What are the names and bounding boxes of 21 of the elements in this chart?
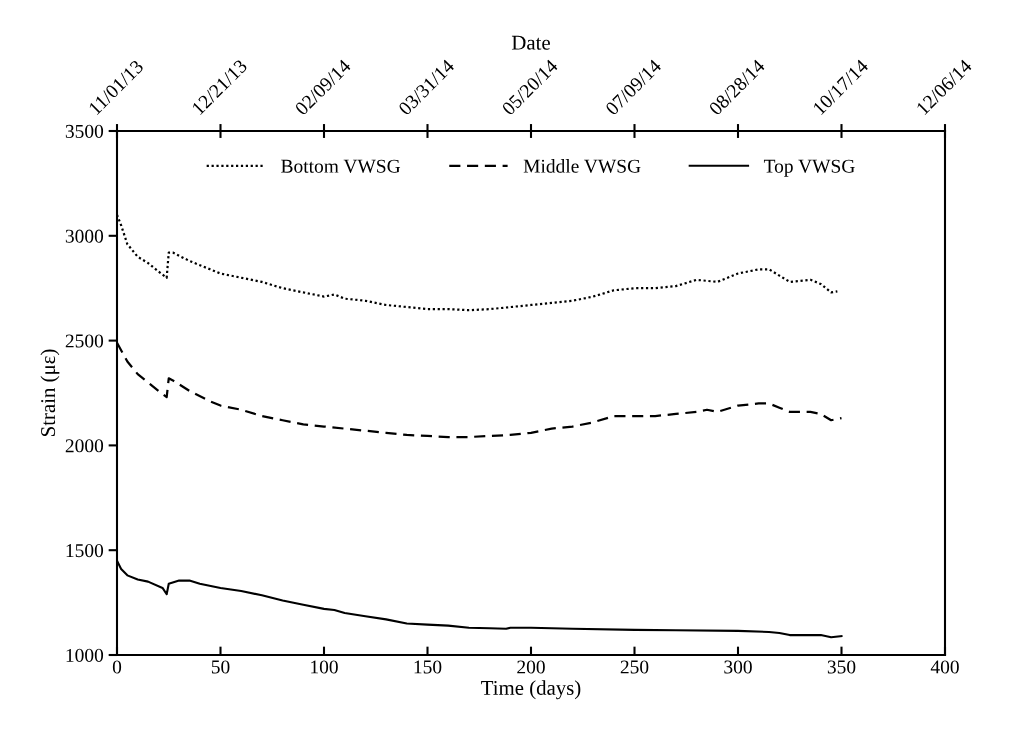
x-tick-label: 250 — [620, 660, 649, 674]
legend-label: Bottom VWSG — [281, 159, 401, 173]
x-tick-label: 0 — [112, 660, 122, 674]
x-tick-label: 50 — [211, 660, 230, 674]
y-tick-label: 3000 — [65, 229, 104, 243]
y-axis-title: Strain (με) — [40, 349, 60, 436]
x-tick-label: 200 — [517, 660, 545, 674]
legend-label: Top VWSG — [763, 159, 855, 177]
y-tick-label: 1500 — [66, 544, 104, 558]
x-tick-label: 400 — [930, 660, 959, 674]
x-tick-label: 350 — [827, 660, 856, 674]
y-tick-label: 1000 — [66, 648, 104, 662]
y-tick-label: 3500 — [65, 124, 104, 138]
x-axis-title: Time (days) — [481, 680, 581, 700]
x-tick-label: 100 — [311, 660, 338, 674]
y-tick-label: 2500 — [65, 334, 104, 348]
x-tick-label: 150 — [414, 660, 442, 674]
x-tick-label: 300 — [724, 660, 752, 674]
y-tick-label: 2000 — [65, 439, 104, 453]
legend-label: Middle VWSG — [523, 159, 641, 173]
x2-axis-title: Date — [511, 35, 550, 50]
